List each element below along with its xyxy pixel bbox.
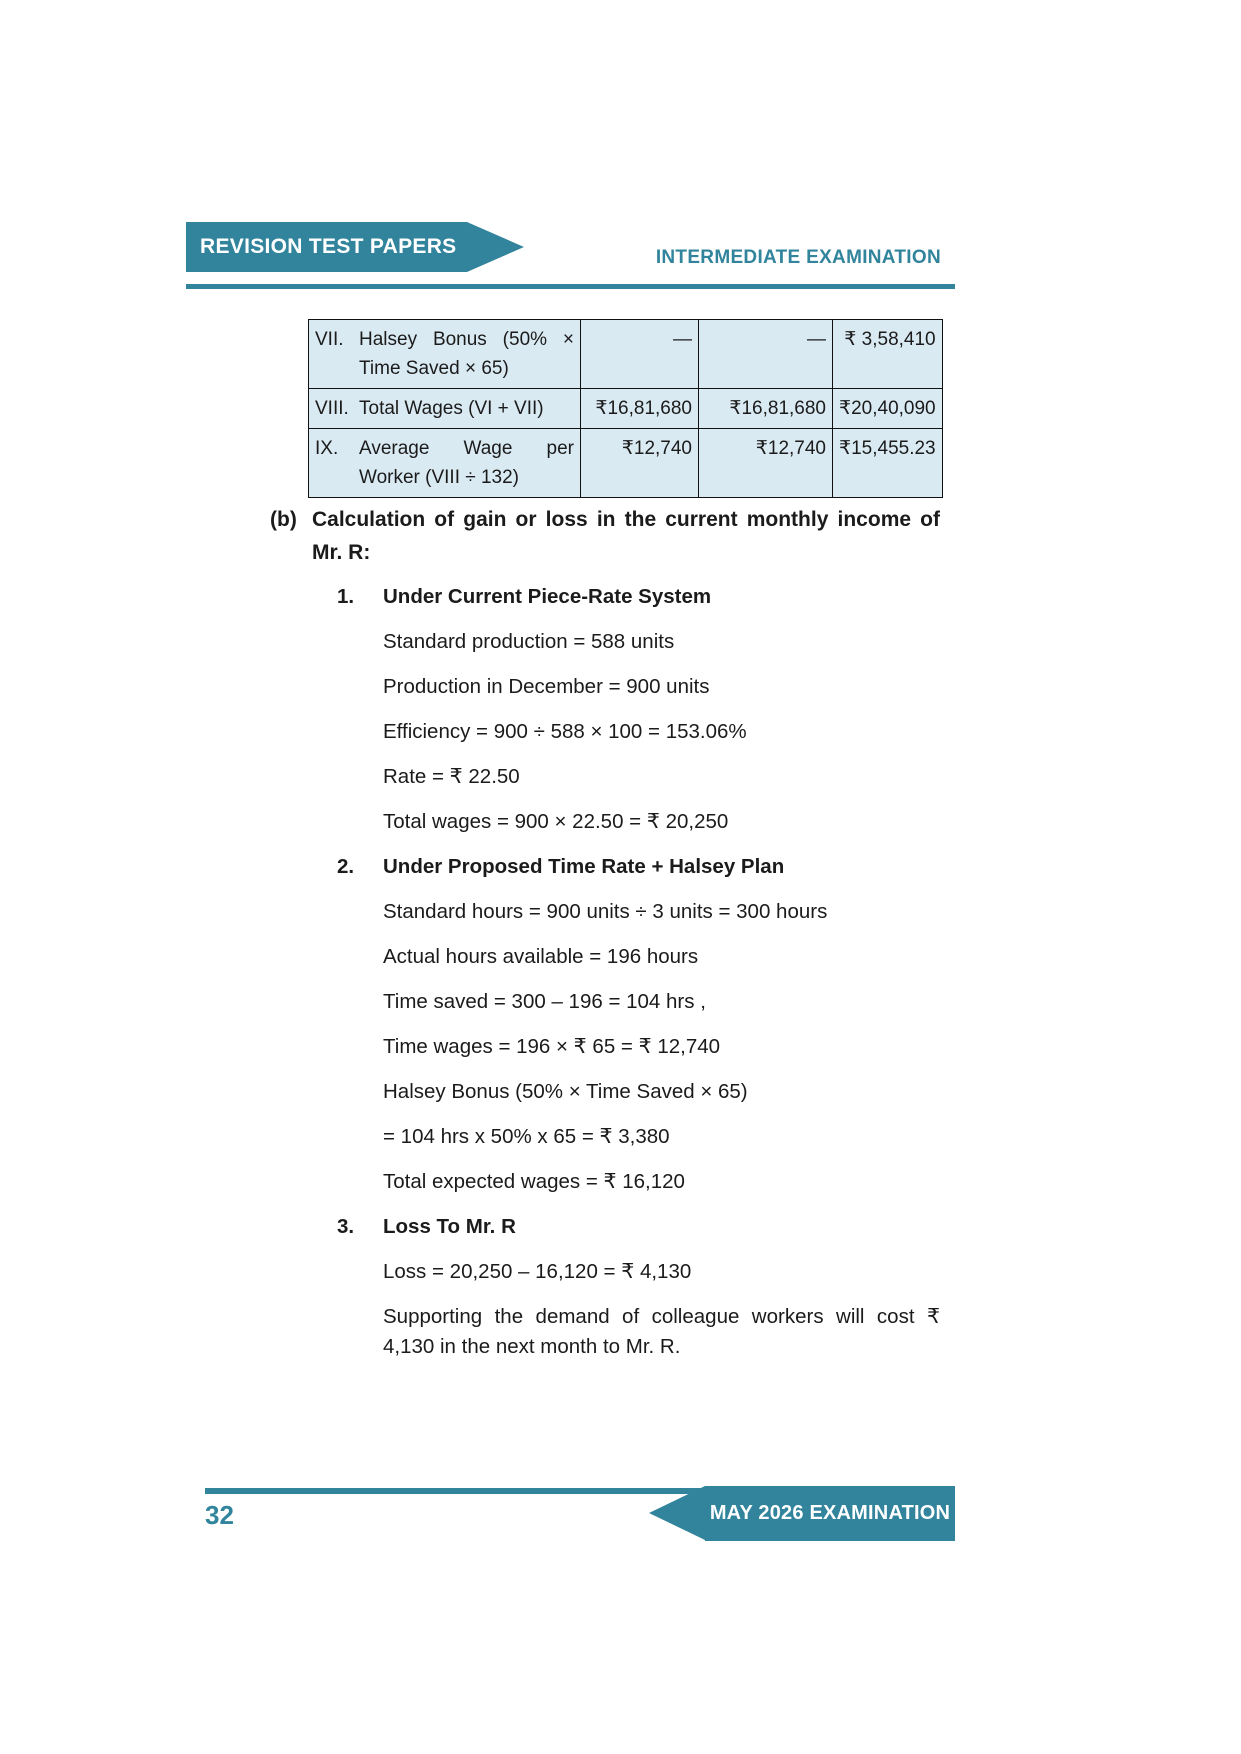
row-label-cell: VII. Halsey Bonus (50% × Time Saved × 65… xyxy=(308,319,581,389)
header-banner-label: REVISION TEST PAPERS xyxy=(200,235,457,258)
conclusion-paragraph: Supporting the demand of colleague worke… xyxy=(383,1305,940,1358)
calc-line: Total expected wages = ₹ 16,120 xyxy=(383,1170,685,1193)
section-b: (b) Calculation of gain or loss in the c… xyxy=(270,503,940,1377)
item-number: 3. xyxy=(337,1215,355,1238)
item-1: 1. Under Current Piece-Rate System Stand… xyxy=(337,582,940,852)
row-label-cell: VIII. Total Wages (VI + VII) xyxy=(308,388,581,429)
table-row-vii: VII. Halsey Bonus (50% × Time Saved × 65… xyxy=(308,319,943,389)
section-b-items: 1. Under Current Piece-Rate System Stand… xyxy=(337,582,940,1377)
row-number: VII. xyxy=(315,329,344,350)
calc-line: Time saved = 300 – 196 = 104 hrs , xyxy=(383,990,706,1013)
calc-line: Standard production = 588 units xyxy=(383,630,675,653)
item-title: Under Current Piece-Rate System xyxy=(383,585,712,608)
calc-line: Rate = ₹ 22.50 xyxy=(383,765,520,788)
calc-line: Production in December = 900 units xyxy=(383,675,710,698)
wage-table: VII. Halsey Bonus (50% × Time Saved × 65… xyxy=(308,319,943,498)
row-value-cell: — xyxy=(698,319,833,389)
calc-line: Actual hours available = 196 hours xyxy=(383,945,699,968)
page-number: 32 xyxy=(205,1500,234,1530)
row-number: IX. xyxy=(315,438,339,459)
footer-banner: MAY 2026 EXAMINATION xyxy=(649,1486,955,1541)
header-banner-rect: REVISION TEST PAPERS xyxy=(186,222,467,272)
section-marker: (b) xyxy=(270,508,297,531)
table-row-viii: VIII. Total Wages (VI + VII) ₹16,81,680 … xyxy=(308,388,943,429)
calc-line: Halsey Bonus (50% × Time Saved × 65) xyxy=(383,1080,748,1103)
footer-banner-label: MAY 2026 EXAMINATION xyxy=(709,1502,951,1524)
row-value-cell: ₹16,81,680 xyxy=(580,388,699,429)
footer-banner-rect: MAY 2026 EXAMINATION xyxy=(705,1486,955,1541)
item-number: 2. xyxy=(337,855,355,878)
calc-line: Time wages = 196 × ₹ 65 = ₹ 12,740 xyxy=(383,1035,721,1058)
section-b-heading-row: (b) Calculation of gain or loss in the c… xyxy=(270,503,940,569)
item-number: 1. xyxy=(337,585,355,608)
row-label-cell: IX. Average Wage per Worker (VIII ÷ 132) xyxy=(308,428,581,498)
row-number: VIII. xyxy=(315,398,349,419)
row-description: Average Wage per Worker (VIII ÷ 132) xyxy=(359,438,574,488)
item-3: 3. Loss To Mr. R Loss = 20,250 – 16,120 … xyxy=(337,1212,940,1377)
row-value-cell: — xyxy=(580,319,699,389)
item-body: Loss To Mr. R Loss = 20,250 – 16,120 = ₹… xyxy=(383,1212,940,1377)
header-banner-arrow-icon xyxy=(466,222,524,272)
calc-line: Loss = 20,250 – 16,120 = ₹ 4,130 xyxy=(383,1260,692,1283)
header-rule xyxy=(186,284,955,289)
table-row-ix: IX. Average Wage per Worker (VIII ÷ 132)… xyxy=(308,428,943,498)
footer-banner-arrow-icon xyxy=(649,1486,705,1540)
row-value-cell: ₹15,455.23 xyxy=(832,428,943,498)
row-value-cell: ₹12,740 xyxy=(698,428,833,498)
row-value-cell: ₹16,81,680 xyxy=(698,388,833,429)
item-title: Loss To Mr. R xyxy=(383,1215,516,1238)
header-exam-label: INTERMEDIATE EXAMINATION xyxy=(655,247,941,268)
row-description: Total Wages (VI + VII) xyxy=(359,398,544,419)
header-banner: REVISION TEST PAPERS xyxy=(186,222,524,272)
calc-line: Efficiency = 900 ÷ 588 × 100 = 153.06% xyxy=(383,720,747,743)
row-value-cell: ₹12,740 xyxy=(580,428,699,498)
section-heading: Calculation of gain or loss in the curre… xyxy=(312,508,940,564)
calc-line: Standard hours = 900 units ÷ 3 units = 3… xyxy=(383,900,828,923)
row-description: Halsey Bonus (50% × Time Saved × 65) xyxy=(359,329,574,379)
calc-line: = 104 hrs x 50% x 65 = ₹ 3,380 xyxy=(383,1125,670,1148)
row-value-cell: ₹20,40,090 xyxy=(832,388,943,429)
item-body: Under Proposed Time Rate + Halsey Plan S… xyxy=(383,852,940,1212)
footer-rule xyxy=(205,1488,950,1494)
item-2: 2. Under Proposed Time Rate + Halsey Pla… xyxy=(337,852,940,1212)
item-title: Under Proposed Time Rate + Halsey Plan xyxy=(383,855,785,878)
row-value-cell: ₹ 3,58,410 xyxy=(832,319,943,389)
calc-line: Total wages = 900 × 22.50 = ₹ 20,250 xyxy=(383,810,729,833)
item-body: Under Current Piece-Rate System Standard… xyxy=(383,582,940,852)
